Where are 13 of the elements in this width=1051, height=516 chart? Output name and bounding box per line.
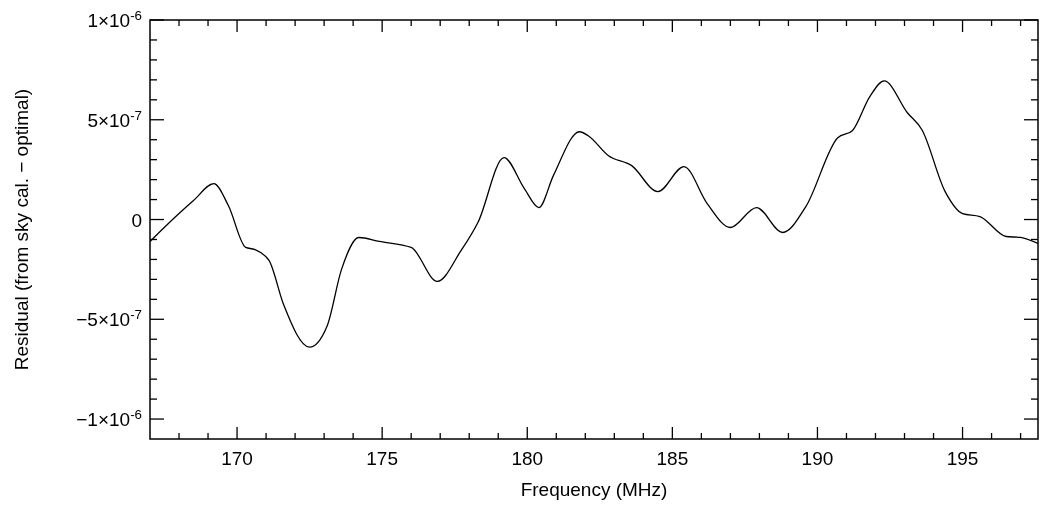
y-tick-label: 0: [131, 209, 142, 231]
x-tick-label: 190: [801, 448, 834, 469]
y-tick-label: 1×10$^{-6}$: [87, 7, 142, 31]
x-axis-title: Frequency (MHz): [520, 479, 668, 500]
x-tick-label: 170: [221, 448, 253, 469]
y-axis-title: Residual (from sky cal. − optimal): [11, 88, 32, 371]
y-tick-label: −5×10$^{-7}$: [76, 306, 142, 331]
x-tick-label: 195: [946, 448, 979, 469]
x-tick-label: 180: [511, 448, 544, 469]
x-tick-label: 175: [366, 448, 399, 469]
y-tick-label: −1×10$^{-6}$: [76, 406, 142, 431]
y-tick-label: 5×10$^{-7}$: [87, 107, 142, 131]
x-tick-label: 185: [656, 448, 689, 469]
